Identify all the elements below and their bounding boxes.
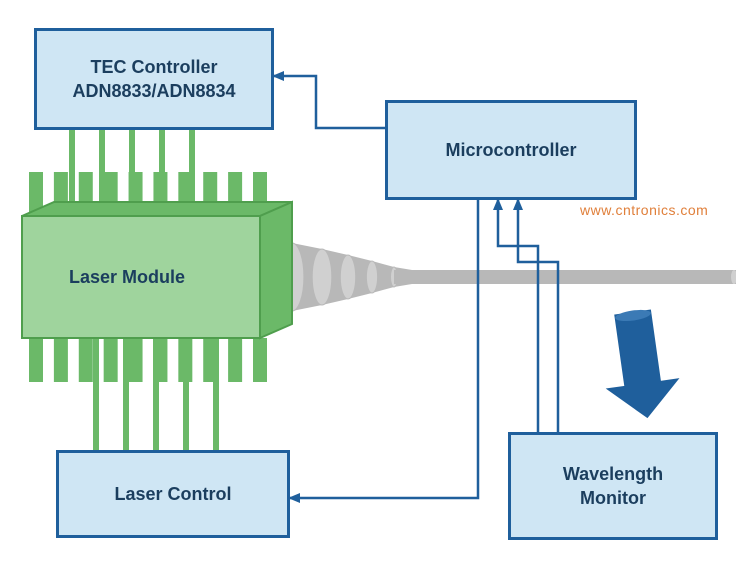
laser-control-box: Laser Control bbox=[56, 450, 290, 538]
wavelength-monitor-box: Wavelength Monitor bbox=[508, 432, 718, 540]
tec-controller-label: TEC Controller ADN8833/ADN8834 bbox=[72, 55, 235, 104]
diagram-canvas: TEC Controller ADN8833/ADN8834 Microcont… bbox=[0, 0, 736, 584]
laser-module-label: Laser Module bbox=[69, 265, 185, 289]
watermark-text: www.cntronics.com bbox=[580, 202, 708, 218]
laser-control-label: Laser Control bbox=[114, 482, 231, 506]
wavelength-monitor-label: Wavelength Monitor bbox=[563, 462, 663, 511]
laser-module-label-box: Laser Module bbox=[22, 216, 232, 338]
microcontroller-label: Microcontroller bbox=[445, 138, 576, 162]
microcontroller-box: Microcontroller bbox=[385, 100, 637, 200]
tec-controller-box: TEC Controller ADN8833/ADN8834 bbox=[34, 28, 274, 130]
